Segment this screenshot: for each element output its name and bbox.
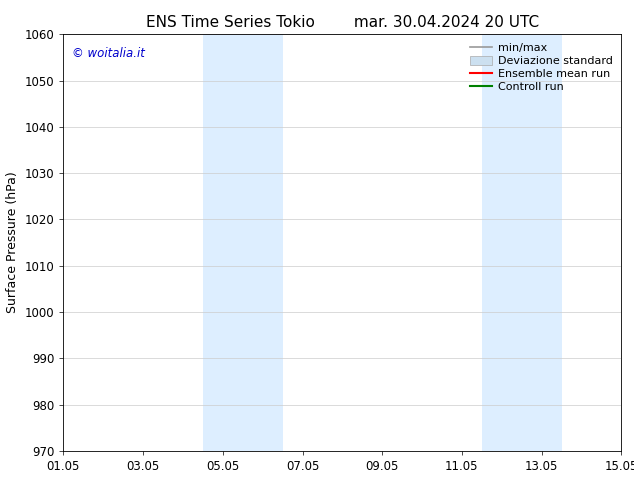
Text: © woitalia.it: © woitalia.it xyxy=(72,47,145,60)
Legend: min/max, Deviazione standard, Ensemble mean run, Controll run: min/max, Deviazione standard, Ensemble m… xyxy=(467,40,616,95)
Bar xyxy=(203,34,283,451)
Bar xyxy=(482,34,562,451)
Y-axis label: Surface Pressure (hPa): Surface Pressure (hPa) xyxy=(6,172,19,314)
Title: ENS Time Series Tokio        mar. 30.04.2024 20 UTC: ENS Time Series Tokio mar. 30.04.2024 20… xyxy=(146,15,539,30)
